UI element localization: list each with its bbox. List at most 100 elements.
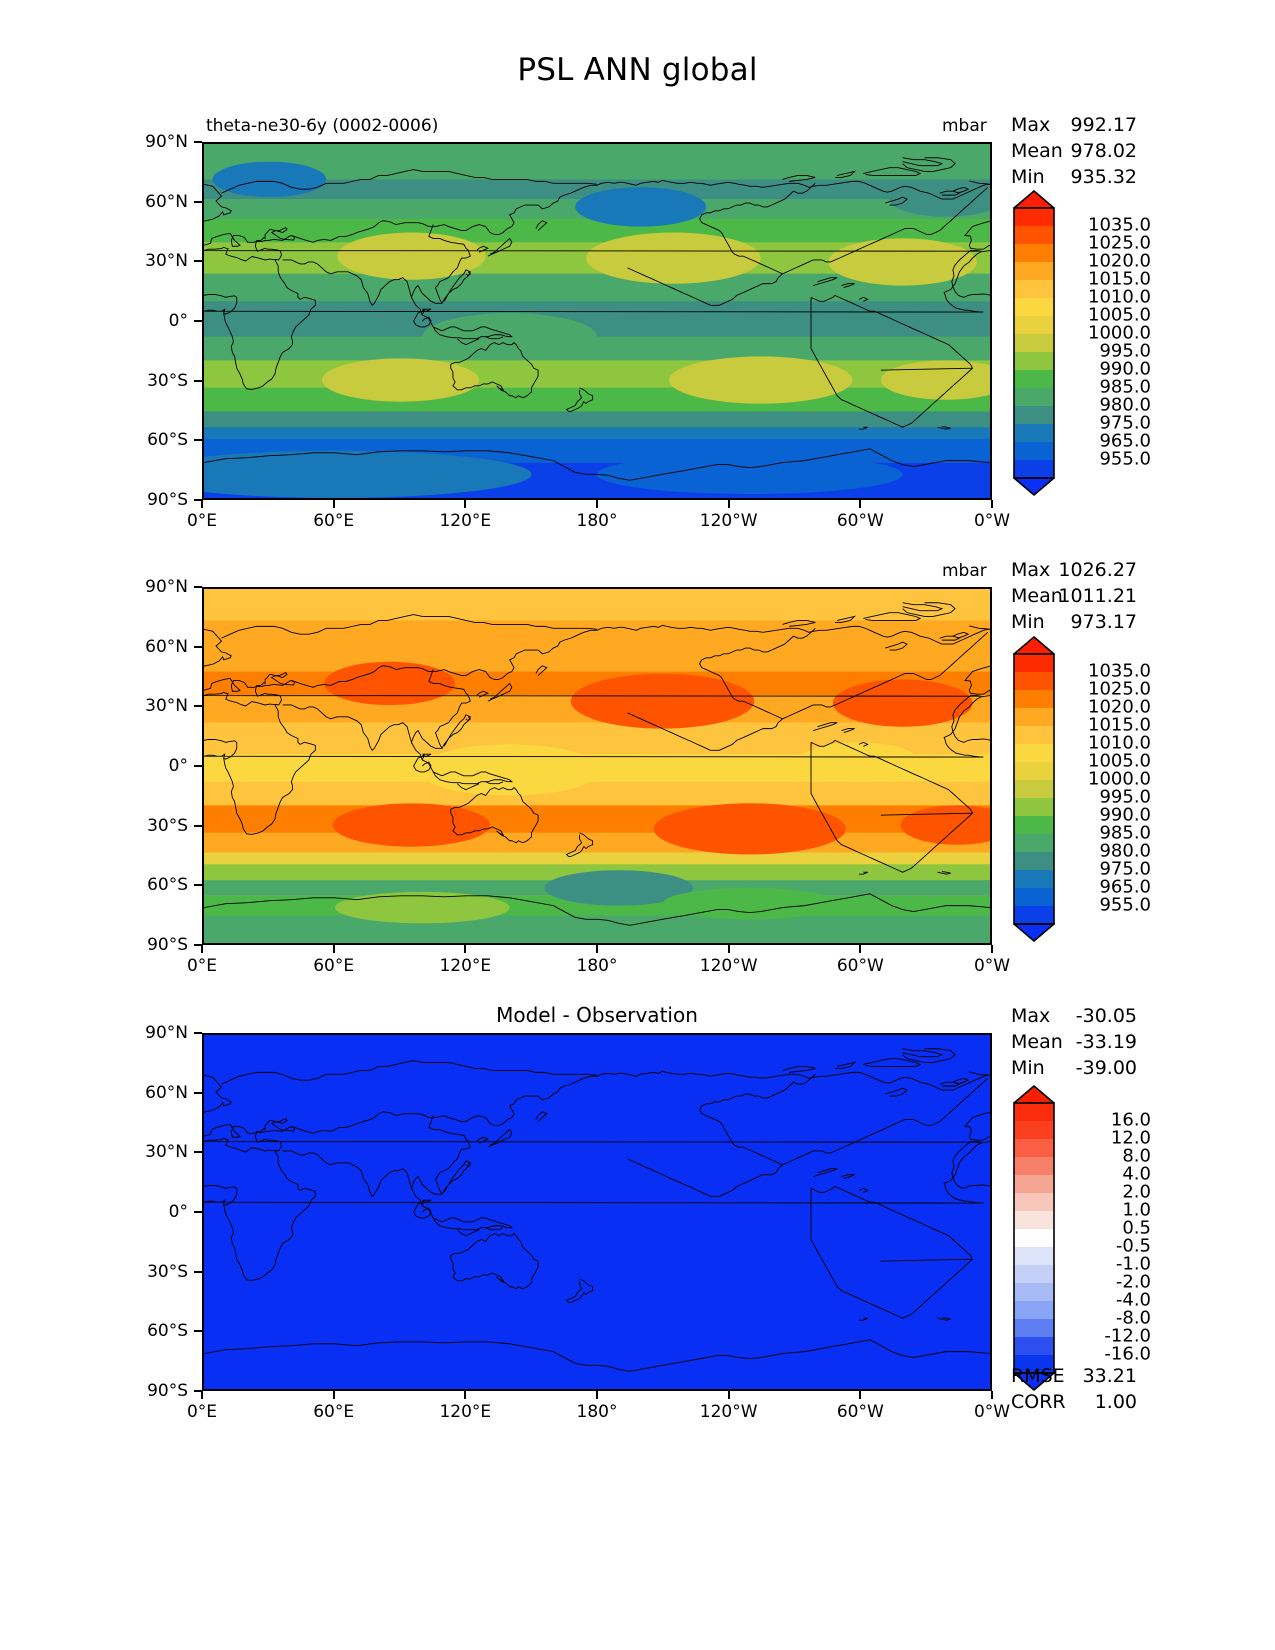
panel-3-xtick-mark xyxy=(859,1391,862,1399)
panel-2-xtick-label: 120°W xyxy=(699,956,758,976)
panel-3-map[interactable] xyxy=(202,1033,992,1391)
panel-3-xtick-label: 0°W xyxy=(973,1402,1011,1422)
panel-1-xtick-mark xyxy=(727,500,730,508)
panel-1-ytick-label: 0° xyxy=(168,311,188,331)
colorbar-tick-label: 8.0 xyxy=(1122,1145,1151,1167)
stat-value: 1026.27 xyxy=(1058,559,1137,581)
stat-key: Max xyxy=(1011,114,1051,136)
colorbar-tick-label: 1035.0 xyxy=(1088,214,1151,236)
panel-3-stats: Max -30.05 Mean -33.19 Min -39.00 xyxy=(1011,1003,1137,1081)
panel-2-map[interactable] xyxy=(202,587,992,945)
panel-1-stat-row: Min 935.32 xyxy=(1011,164,1137,190)
panel-2-colorbar-labels: 1035.0 1025.0 1020.0 1015.0 1010.0 1005.0 1000… xyxy=(1059,636,1151,940)
colorbar-tick-label: 965.0 xyxy=(1099,430,1151,452)
colorbar-tick-label: -8.0 xyxy=(1115,1307,1151,1329)
panel-1-xtick-label: 180° xyxy=(576,511,618,531)
panel-1-ytick-mark xyxy=(194,200,202,203)
panel-2-ytick-mark xyxy=(194,705,202,708)
panel-2-colorbar-gradient xyxy=(1013,636,1055,942)
colorbar-tick-label: 0.5 xyxy=(1122,1217,1151,1239)
panel-3-title: Model - Observation xyxy=(496,1003,698,1027)
colorbar-tick-label: 12.0 xyxy=(1110,1127,1151,1149)
panel-2-ytick-label: 90°S xyxy=(147,935,188,955)
stat-value: -39.00 xyxy=(1075,1057,1137,1079)
panel-3-stat-row: Max -30.05 xyxy=(1011,1003,1137,1029)
panel-2-xtick-mark xyxy=(332,945,335,953)
panel-1-xtick-label: 0°W xyxy=(973,511,1011,531)
panel-3-ytick-mark xyxy=(194,1330,202,1333)
panel-2-stats: Max 1026.27 Mean 1011.21 Min 973.17 xyxy=(1011,557,1137,635)
colorbar-tick-label: 4.0 xyxy=(1122,1163,1151,1185)
panel-2-xtick-mark xyxy=(991,945,993,953)
colorbar-tick-label: 1020.0 xyxy=(1088,696,1151,718)
colorbar-tick-label: -0.5 xyxy=(1115,1235,1151,1257)
panel-2-ytick-mark xyxy=(194,944,202,946)
panel-1-ytick-mark xyxy=(194,320,202,322)
panel-1-ytick-mark xyxy=(194,141,202,143)
panel-1-xtick-mark xyxy=(201,500,203,508)
stat-key: Min xyxy=(1011,611,1045,633)
panel-1-colorbar-gradient xyxy=(1013,190,1055,496)
panel-2-xtick-mark xyxy=(464,945,467,953)
stat-key: Max xyxy=(1011,1005,1051,1027)
colorbar-tick-label: 1.0 xyxy=(1122,1199,1151,1221)
panel-1-xtick-label: 120°E xyxy=(439,511,492,531)
colorbar-tick-label: 1005.0 xyxy=(1088,750,1151,772)
stat-value: 973.17 xyxy=(1070,611,1137,633)
stat-key: Max xyxy=(1011,559,1051,581)
panel-3-ytick-label: 60°S xyxy=(147,1321,188,1342)
panel-1-xtick-label: 60°E xyxy=(313,511,355,531)
panel-2-ytick-label: 90°N xyxy=(145,577,188,597)
panel-3-ytick-label: 90°S xyxy=(147,1381,188,1401)
panel-2-xtick-label: 60°E xyxy=(313,956,355,976)
panel-2-xtick-mark xyxy=(201,945,203,953)
panel-2-ytick-mark xyxy=(194,645,202,648)
panel-3-colorbar-gradient xyxy=(1013,1085,1055,1391)
panel-3-xtick-mark xyxy=(991,1391,993,1399)
panel-3-ytick-label: 30°S xyxy=(147,1261,188,1282)
panel-3-footer-stats: RMSE 33.21 CORR 1.00 xyxy=(1011,1363,1137,1415)
colorbar-tick-label: 1025.0 xyxy=(1088,232,1151,254)
panel-1-stat-row: Mean 978.02 xyxy=(1011,138,1137,164)
panel-2-stat-row: Max 1026.27 xyxy=(1011,557,1137,583)
panel-1-ytick-mark xyxy=(194,379,202,382)
panel-3-xtick-label: 0°E xyxy=(186,1402,218,1422)
panel-3-ytick-mark xyxy=(194,1211,202,1213)
footer-stat-key: CORR xyxy=(1011,1391,1066,1413)
colorbar-tick-label: 975.0 xyxy=(1099,412,1151,434)
colorbar-tick-label: 2.0 xyxy=(1122,1181,1151,1203)
panel-2-ytick-mark xyxy=(194,765,202,767)
panel-1-stats: Max 992.17 Mean 978.02 Min 935.32 xyxy=(1011,112,1137,190)
panel-2-xtick-label: 0°E xyxy=(186,956,218,976)
panel-1-caption: theta-ne30-6y (0002-0006) xyxy=(206,116,439,136)
panel-3-xtick-mark xyxy=(464,1391,467,1399)
colorbar-tick-label: 985.0 xyxy=(1099,376,1151,398)
footer-stat-value: 33.21 xyxy=(1082,1365,1137,1387)
panel-3-ytick-label: 0° xyxy=(168,1202,188,1222)
colorbar-tick-label: -16.0 xyxy=(1104,1343,1151,1365)
colorbar-tick-label: 1005.0 xyxy=(1088,304,1151,326)
stat-key: Mean xyxy=(1011,140,1063,162)
panel-1-map[interactable] xyxy=(202,142,992,500)
stat-value: -30.05 xyxy=(1075,1005,1137,1027)
panel-1-ytick-label: 90°N xyxy=(145,132,188,152)
colorbar-tick-label: 995.0 xyxy=(1099,340,1151,362)
panel-2-xtick-label: 180° xyxy=(576,956,618,976)
colorbar-tick-label: 995.0 xyxy=(1099,786,1151,808)
panel-3-map-canvas xyxy=(204,1035,990,1389)
stat-key: Mean xyxy=(1011,585,1063,607)
colorbar-tick-label: 16.0 xyxy=(1110,1109,1151,1131)
colorbar-tick-label: 1015.0 xyxy=(1088,268,1151,290)
colorbar-tick-label: 980.0 xyxy=(1099,840,1151,862)
panel-3-ytick-label: 30°N xyxy=(145,1142,188,1163)
panel-3-xtick-mark xyxy=(596,1391,598,1399)
page-title: PSL ANN global xyxy=(517,52,758,88)
panel-1-xtick-mark xyxy=(464,500,467,508)
stat-value: -33.19 xyxy=(1075,1031,1137,1053)
stat-value: 935.32 xyxy=(1070,166,1137,188)
panel-2-stat-row: Mean 1011.21 xyxy=(1011,583,1137,609)
panel-1-ytick-label: 60°S xyxy=(147,430,188,451)
panel-2-xtick-mark xyxy=(859,945,862,953)
panel-3-xtick-label: 60°W xyxy=(836,1402,884,1422)
panel-3-stat-row: Mean -33.19 xyxy=(1011,1029,1137,1055)
